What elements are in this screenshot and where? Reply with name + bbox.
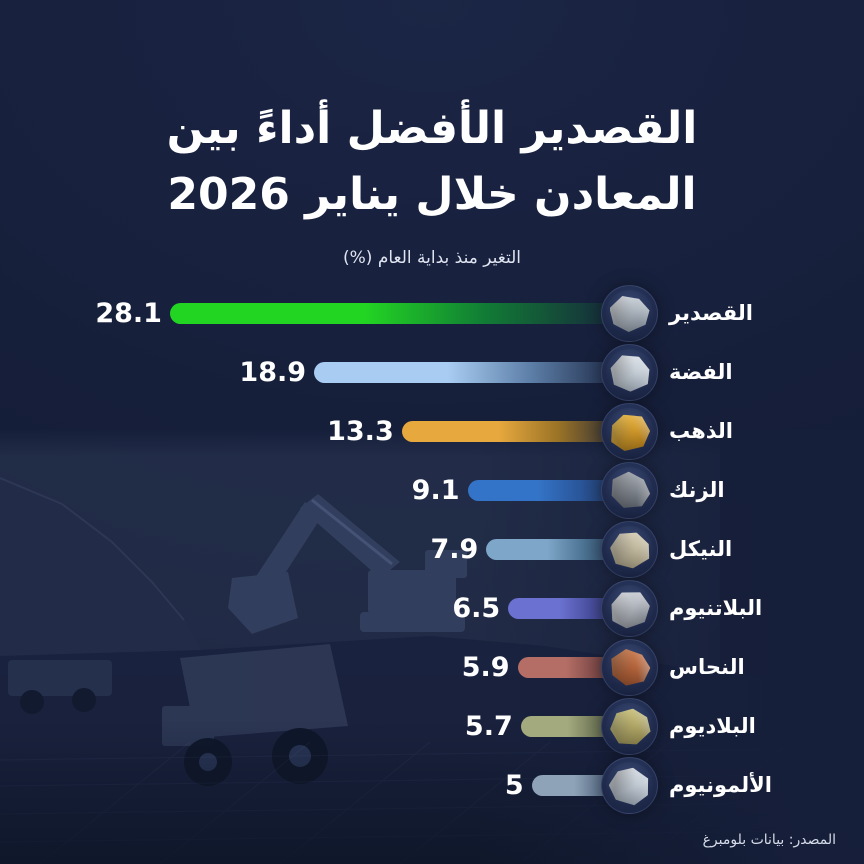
bar-category-label: القصدير xyxy=(669,301,753,325)
bar-gold xyxy=(401,421,632,442)
zinc-nugget-shape xyxy=(605,468,654,515)
bar-value-label: 9.1 xyxy=(411,475,460,506)
tin-nugget-shape xyxy=(609,296,650,332)
bar-row-zinc: 9.1 الزنك xyxy=(0,461,864,520)
bar-category-label: النحاس xyxy=(669,655,745,679)
bar-value-label: 28.1 xyxy=(95,298,162,329)
bar-row-gold: 13.3 الذهب xyxy=(0,402,864,461)
copper-ore-icon xyxy=(601,639,658,696)
bar-value-label: 5 xyxy=(504,770,524,801)
palladium-nugget-shape xyxy=(608,707,652,747)
bar-row-palladium: 5.7 البلاديوم xyxy=(0,697,864,756)
bar-category-label: البلاتنيوم xyxy=(669,596,763,620)
bar-category-label: الزنك xyxy=(669,478,725,502)
gold-nugget-icon xyxy=(601,403,658,460)
palladium-ore-icon xyxy=(601,698,658,755)
gold-nugget-shape xyxy=(607,411,652,452)
chart-title: القصدير الأفضل أداءً بين المعادن خلال ين… xyxy=(0,96,864,228)
chart-title-line2: المعادن خلال يناير 2026 xyxy=(167,169,697,220)
bar-row-tin: 28.1 القصدير xyxy=(0,284,864,343)
bar-row-nickel: 7.9 النيكل xyxy=(0,520,864,579)
platinum-ore-icon xyxy=(601,580,658,637)
bar-row-copper: 5.9 النحاس xyxy=(0,638,864,697)
aluminum-ore-icon xyxy=(601,757,658,814)
nickel-nugget-shape xyxy=(608,530,652,570)
bar-category-label: النيكل xyxy=(669,537,733,561)
copper-nugget-shape xyxy=(607,647,653,689)
bar-tin xyxy=(169,303,632,324)
silver-ore-icon xyxy=(601,344,658,401)
bar-value-label: 13.3 xyxy=(327,416,394,447)
bar-value-label: 7.9 xyxy=(430,534,479,565)
chart-subtitle: التغير منذ بداية العام (%) xyxy=(343,248,521,268)
bar-row-silver: 18.9 الفضة xyxy=(0,343,864,402)
bar-value-label: 5.9 xyxy=(461,652,510,683)
source-credit: المصدر: بيانات بلومبرغ xyxy=(702,832,836,848)
bar-row-aluminum: 5 الألمونيوم xyxy=(0,756,864,815)
bar-row-platinum: 6.5 البلاتنيوم xyxy=(0,579,864,638)
bar-value-label: 18.9 xyxy=(239,357,307,388)
bar-category-label: البلاديوم xyxy=(669,714,756,738)
aluminum-nugget-shape xyxy=(604,762,655,810)
zinc-ore-icon xyxy=(601,462,658,519)
nickel-ore-icon xyxy=(601,521,658,578)
bar-value-label: 5.7 xyxy=(464,711,513,742)
bar-category-label: الذهب xyxy=(669,419,734,443)
bar-silver xyxy=(314,362,632,383)
chart-title-line1: القصدير الأفضل أداءً بين xyxy=(166,103,698,154)
platinum-nugget-shape xyxy=(606,587,654,632)
bar-value-label: 6.5 xyxy=(452,593,501,624)
bar-category-label: الفضة xyxy=(669,360,733,384)
silver-nugget-shape xyxy=(606,351,654,396)
tin-ore-icon xyxy=(601,285,658,342)
bar-category-label: الألمونيوم xyxy=(669,773,772,797)
